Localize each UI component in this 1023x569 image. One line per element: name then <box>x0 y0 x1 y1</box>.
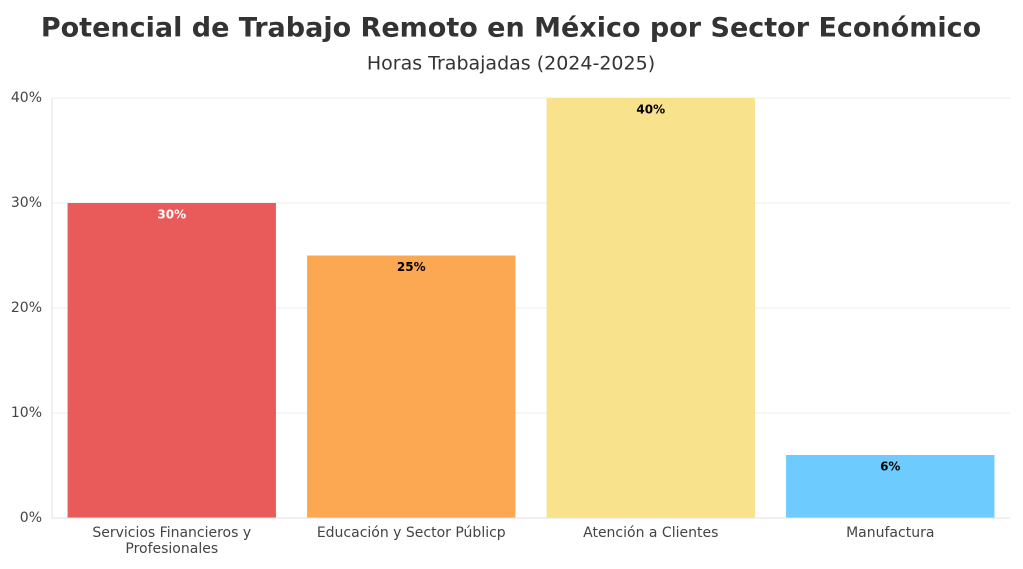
x-tick-label: Manufactura <box>846 525 935 541</box>
bar <box>546 98 755 518</box>
value-label: 30% <box>157 208 186 222</box>
y-tick-label: 30% <box>11 195 42 211</box>
bar <box>786 455 995 518</box>
x-tick-label: Educación y Sector Públicp <box>316 525 506 541</box>
x-tick-label: Atención a Clientes <box>583 525 719 541</box>
value-label: 40% <box>636 103 665 117</box>
bar <box>67 203 276 518</box>
x-tick-label: Servicios Financieros y Profesionales <box>92 525 252 557</box>
y-tick-label: 10% <box>11 405 42 421</box>
y-tick-label: 20% <box>11 300 42 316</box>
value-label: 25% <box>397 260 426 274</box>
chart-subtitle: Horas Trabajadas (2024-2025) <box>367 53 655 75</box>
bar <box>307 255 516 518</box>
chart-title: Potencial de Trabajo Remoto en México po… <box>41 13 981 44</box>
y-tick-label: 0% <box>20 510 42 526</box>
y-tick-label: 40% <box>11 90 42 106</box>
value-label: 6% <box>880 460 900 474</box>
